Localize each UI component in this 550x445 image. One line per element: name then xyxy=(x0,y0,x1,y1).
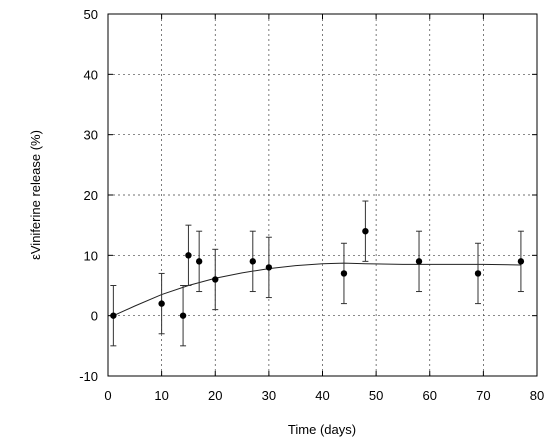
y-tick-label: -10 xyxy=(79,369,98,384)
x-tick-label: 30 xyxy=(262,388,276,403)
data-point xyxy=(362,228,369,235)
y-tick-label: 50 xyxy=(84,7,98,22)
data-point xyxy=(265,264,273,271)
y-tick-label: 30 xyxy=(84,128,98,143)
x-axis-title: Time (days) xyxy=(288,422,356,437)
data-point xyxy=(340,270,348,277)
data-points xyxy=(110,228,525,319)
x-tick-label: 70 xyxy=(476,388,490,403)
data-point xyxy=(110,312,117,319)
data-point xyxy=(158,300,165,307)
x-tick-label: 80 xyxy=(530,388,544,403)
x-tick-label: 50 xyxy=(369,388,383,403)
error-bars xyxy=(110,200,524,347)
data-point xyxy=(415,258,423,265)
data-point xyxy=(474,270,482,277)
data-point xyxy=(249,258,256,265)
axis-ticks xyxy=(107,13,538,377)
y-tick-label: 20 xyxy=(84,188,98,203)
tick-labels: 0 10 20 30 40 50 60 70 80 -10 0 10 20 30 40 50 xyxy=(79,7,544,403)
x-tick-label: 20 xyxy=(208,388,222,403)
data-point xyxy=(212,276,219,283)
grid-lines xyxy=(108,14,537,376)
y-axis-title: εViniferine release (%) xyxy=(28,130,43,260)
y-tick-label: 40 xyxy=(84,67,98,82)
x-tick-label: 40 xyxy=(315,388,329,403)
y-tick-label: 0 xyxy=(91,309,98,324)
x-tick-label: 60 xyxy=(423,388,437,403)
data-point xyxy=(179,312,187,319)
data-point xyxy=(517,258,525,265)
x-tick-label: 0 xyxy=(104,388,111,403)
x-tick-label: 10 xyxy=(154,388,168,403)
fit-curve xyxy=(113,262,521,317)
data-point xyxy=(195,258,203,265)
data-point xyxy=(185,252,192,259)
y-tick-label: 10 xyxy=(84,248,98,263)
